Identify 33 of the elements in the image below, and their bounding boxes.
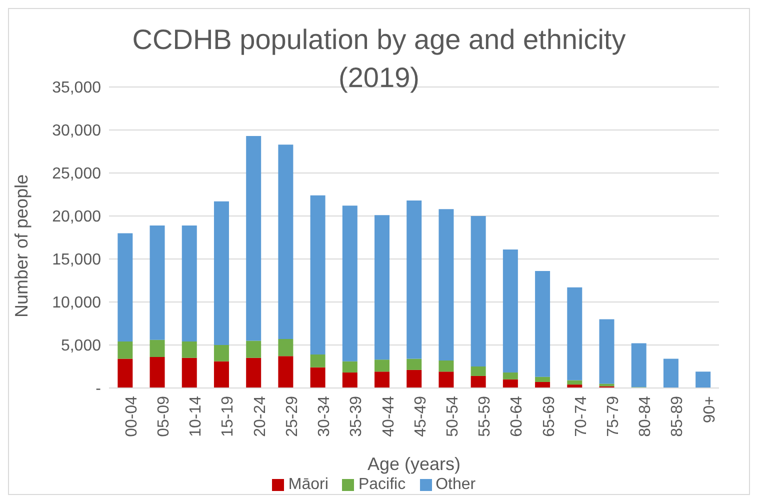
- y-tick-label: 35,000: [52, 80, 102, 97]
- x-tick-label: 50-54: [444, 396, 462, 437]
- x-tick-label: 20-24: [252, 396, 269, 437]
- y-tick-label: -: [96, 380, 101, 398]
- x-tick-label: 15-19: [220, 396, 237, 437]
- x-tick-label: 65-69: [540, 396, 558, 437]
- y-tick-label: 15,000: [52, 252, 102, 269]
- x-tick-label: 00-04: [123, 396, 140, 437]
- x-tick-label: 40-44: [380, 396, 398, 437]
- x-tick-label: 35-39: [348, 396, 366, 437]
- legend-label: Pacific: [358, 476, 406, 494]
- y-tick-label: 5,000: [60, 338, 102, 355]
- y-tick-label: 30,000: [52, 122, 102, 140]
- x-tick-label: 80-84: [637, 396, 654, 437]
- x-tick-label: 10-14: [188, 396, 205, 437]
- chart-title: CCDHB population by age and ethnicity (2019): [131, 23, 627, 95]
- y-tick-label: 20,000: [52, 208, 102, 226]
- x-tick-label: 75-79: [604, 396, 622, 437]
- y-axis-title: Number of people: [11, 174, 32, 318]
- x-axis-title: Age (years): [367, 454, 461, 474]
- legend-label: Other: [436, 476, 476, 494]
- x-tick-label: 05-09: [156, 396, 173, 437]
- x-tick-label: 85-89: [669, 396, 686, 437]
- x-tick-label: 45-49: [412, 396, 430, 437]
- x-tick-label: 25-29: [284, 396, 301, 437]
- x-tick-label: 55-59: [476, 396, 494, 437]
- x-tick-label: 60-64: [508, 396, 526, 437]
- y-tick-label: 10,000: [52, 294, 102, 312]
- x-tick-label: 70-74: [572, 396, 590, 437]
- y-tick-label: 25,000: [52, 166, 102, 183]
- legend-label: Māori: [288, 476, 328, 494]
- x-tick-label: 90+: [701, 396, 718, 424]
- x-tick-label: 30-34: [316, 396, 334, 437]
